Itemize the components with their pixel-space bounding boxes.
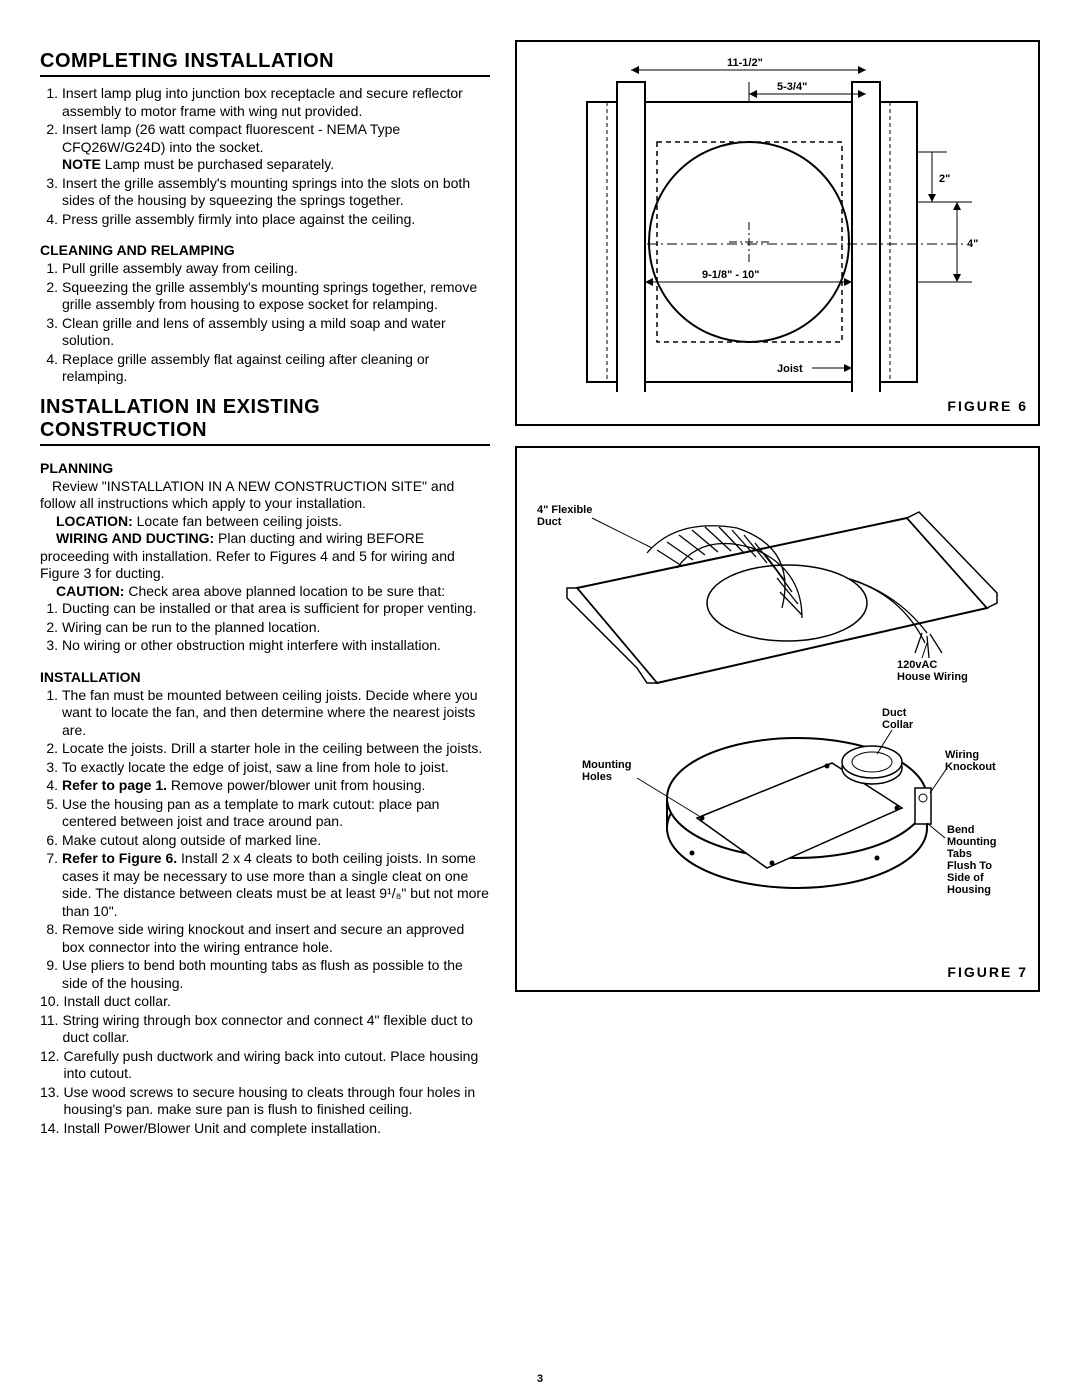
step-text: Carefully push ductwork and wiring back … bbox=[63, 1048, 490, 1083]
svg-text:DuctCollar: DuctCollar bbox=[882, 707, 914, 731]
subheading-installation: INSTALLATION bbox=[40, 669, 490, 685]
step-text: Locate the joists. Drill a starter hole … bbox=[62, 740, 490, 758]
section-heading-completing: COMPLETING INSTALLATION bbox=[40, 50, 490, 77]
page-number: 3 bbox=[0, 1373, 1080, 1385]
svg-text:9-1/8" - 10": 9-1/8" - 10" bbox=[702, 269, 760, 281]
svg-text:120vACHouse Wiring: 120vACHouse Wiring bbox=[897, 659, 968, 683]
step-text: Insert the grille assembly's mounting sp… bbox=[62, 175, 490, 210]
step-text: Insert lamp (26 watt compact fluorescent… bbox=[62, 121, 490, 174]
step-text: The fan must be mounted between ceiling … bbox=[62, 687, 490, 740]
step-text: Use pliers to bend both mounting tabs as… bbox=[62, 957, 490, 992]
section-heading-existing: INSTALLATION IN EXISTING CONSTRUCTION bbox=[40, 396, 490, 446]
planning-wiring: WIRING AND DUCTING: Plan ducting and wir… bbox=[40, 530, 490, 583]
step-text: Wiring can be run to the planned locatio… bbox=[62, 619, 490, 637]
svg-text:WiringKnockout: WiringKnockout bbox=[945, 749, 996, 773]
step-text: String wiring through box connector and … bbox=[62, 1012, 490, 1047]
installation-steps: 1.The fan must be mounted between ceilin… bbox=[40, 687, 490, 1138]
step-text: Use the housing pan as a template to mar… bbox=[62, 796, 490, 831]
step-text: Replace grille assembly flat against cei… bbox=[62, 351, 490, 386]
step-text: Pull grille assembly away from ceiling. bbox=[62, 260, 490, 278]
step-text: Install duct collar. bbox=[63, 993, 490, 1011]
svg-text:4": 4" bbox=[967, 238, 978, 250]
planning-p1: Review "INSTALLATION IN A NEW CONSTRUCTI… bbox=[40, 478, 490, 513]
svg-text:BendMountingTabsFlush ToSide o: BendMountingTabsFlush ToSide ofHousing bbox=[947, 824, 996, 896]
figure-7: 4" FlexibleDuct 120vACHouse Wiring DuctC… bbox=[515, 446, 1040, 992]
step-text: Make cutout along outside of marked line… bbox=[62, 832, 490, 850]
step-text: Use wood screws to secure housing to cle… bbox=[63, 1084, 490, 1119]
step-text: Refer to Figure 6. Install 2 x 4 cleats … bbox=[62, 850, 490, 920]
svg-text:4" FlexibleDuct: 4" FlexibleDuct bbox=[537, 504, 592, 528]
step-text: To exactly locate the edge of joist, saw… bbox=[62, 759, 490, 777]
step-text: Clean grille and lens of assembly using … bbox=[62, 315, 490, 350]
subheading-planning: PLANNING bbox=[40, 460, 490, 476]
figure-6-caption: FIGURE 6 bbox=[527, 398, 1028, 414]
svg-text:5-3/4": 5-3/4" bbox=[777, 81, 807, 93]
step-text: Install Power/Blower Unit and complete i… bbox=[63, 1120, 490, 1138]
step-text: Press grille assembly firmly into place … bbox=[62, 211, 490, 229]
step-text: Squeezing the grille assembly's mounting… bbox=[62, 279, 490, 314]
svg-text:11-1/2": 11-1/2" bbox=[727, 57, 763, 69]
svg-text:2": 2" bbox=[939, 173, 950, 185]
step-text: Insert lamp plug into junction box recep… bbox=[62, 85, 490, 120]
planning-location: LOCATION: Locate fan between ceiling joi… bbox=[40, 513, 490, 531]
svg-text:MountingHoles: MountingHoles bbox=[582, 759, 631, 783]
planning-steps: 1.Ducting can be installed or that area … bbox=[40, 600, 490, 655]
step-text: Refer to page 1. Remove power/blower uni… bbox=[62, 777, 490, 795]
cleaning-steps: 1.Pull grille assembly away from ceiling… bbox=[40, 260, 490, 386]
figure-7-caption: FIGURE 7 bbox=[527, 964, 1028, 980]
step-text: Remove side wiring knockout and insert a… bbox=[62, 921, 490, 956]
planning-caution: CAUTION: Check area above planned locati… bbox=[40, 583, 490, 601]
subheading-cleaning: CLEANING AND RELAMPING bbox=[40, 242, 490, 258]
step-text: No wiring or other obstruction might int… bbox=[62, 637, 490, 655]
figure-6: 11-1/2" 5-3/4" 2" 4" bbox=[515, 40, 1040, 426]
svg-text:Joist: Joist bbox=[777, 363, 803, 375]
step-text: Ducting can be installed or that area is… bbox=[62, 600, 490, 618]
completing-steps: 1.Insert lamp plug into junction box rec… bbox=[40, 85, 490, 228]
